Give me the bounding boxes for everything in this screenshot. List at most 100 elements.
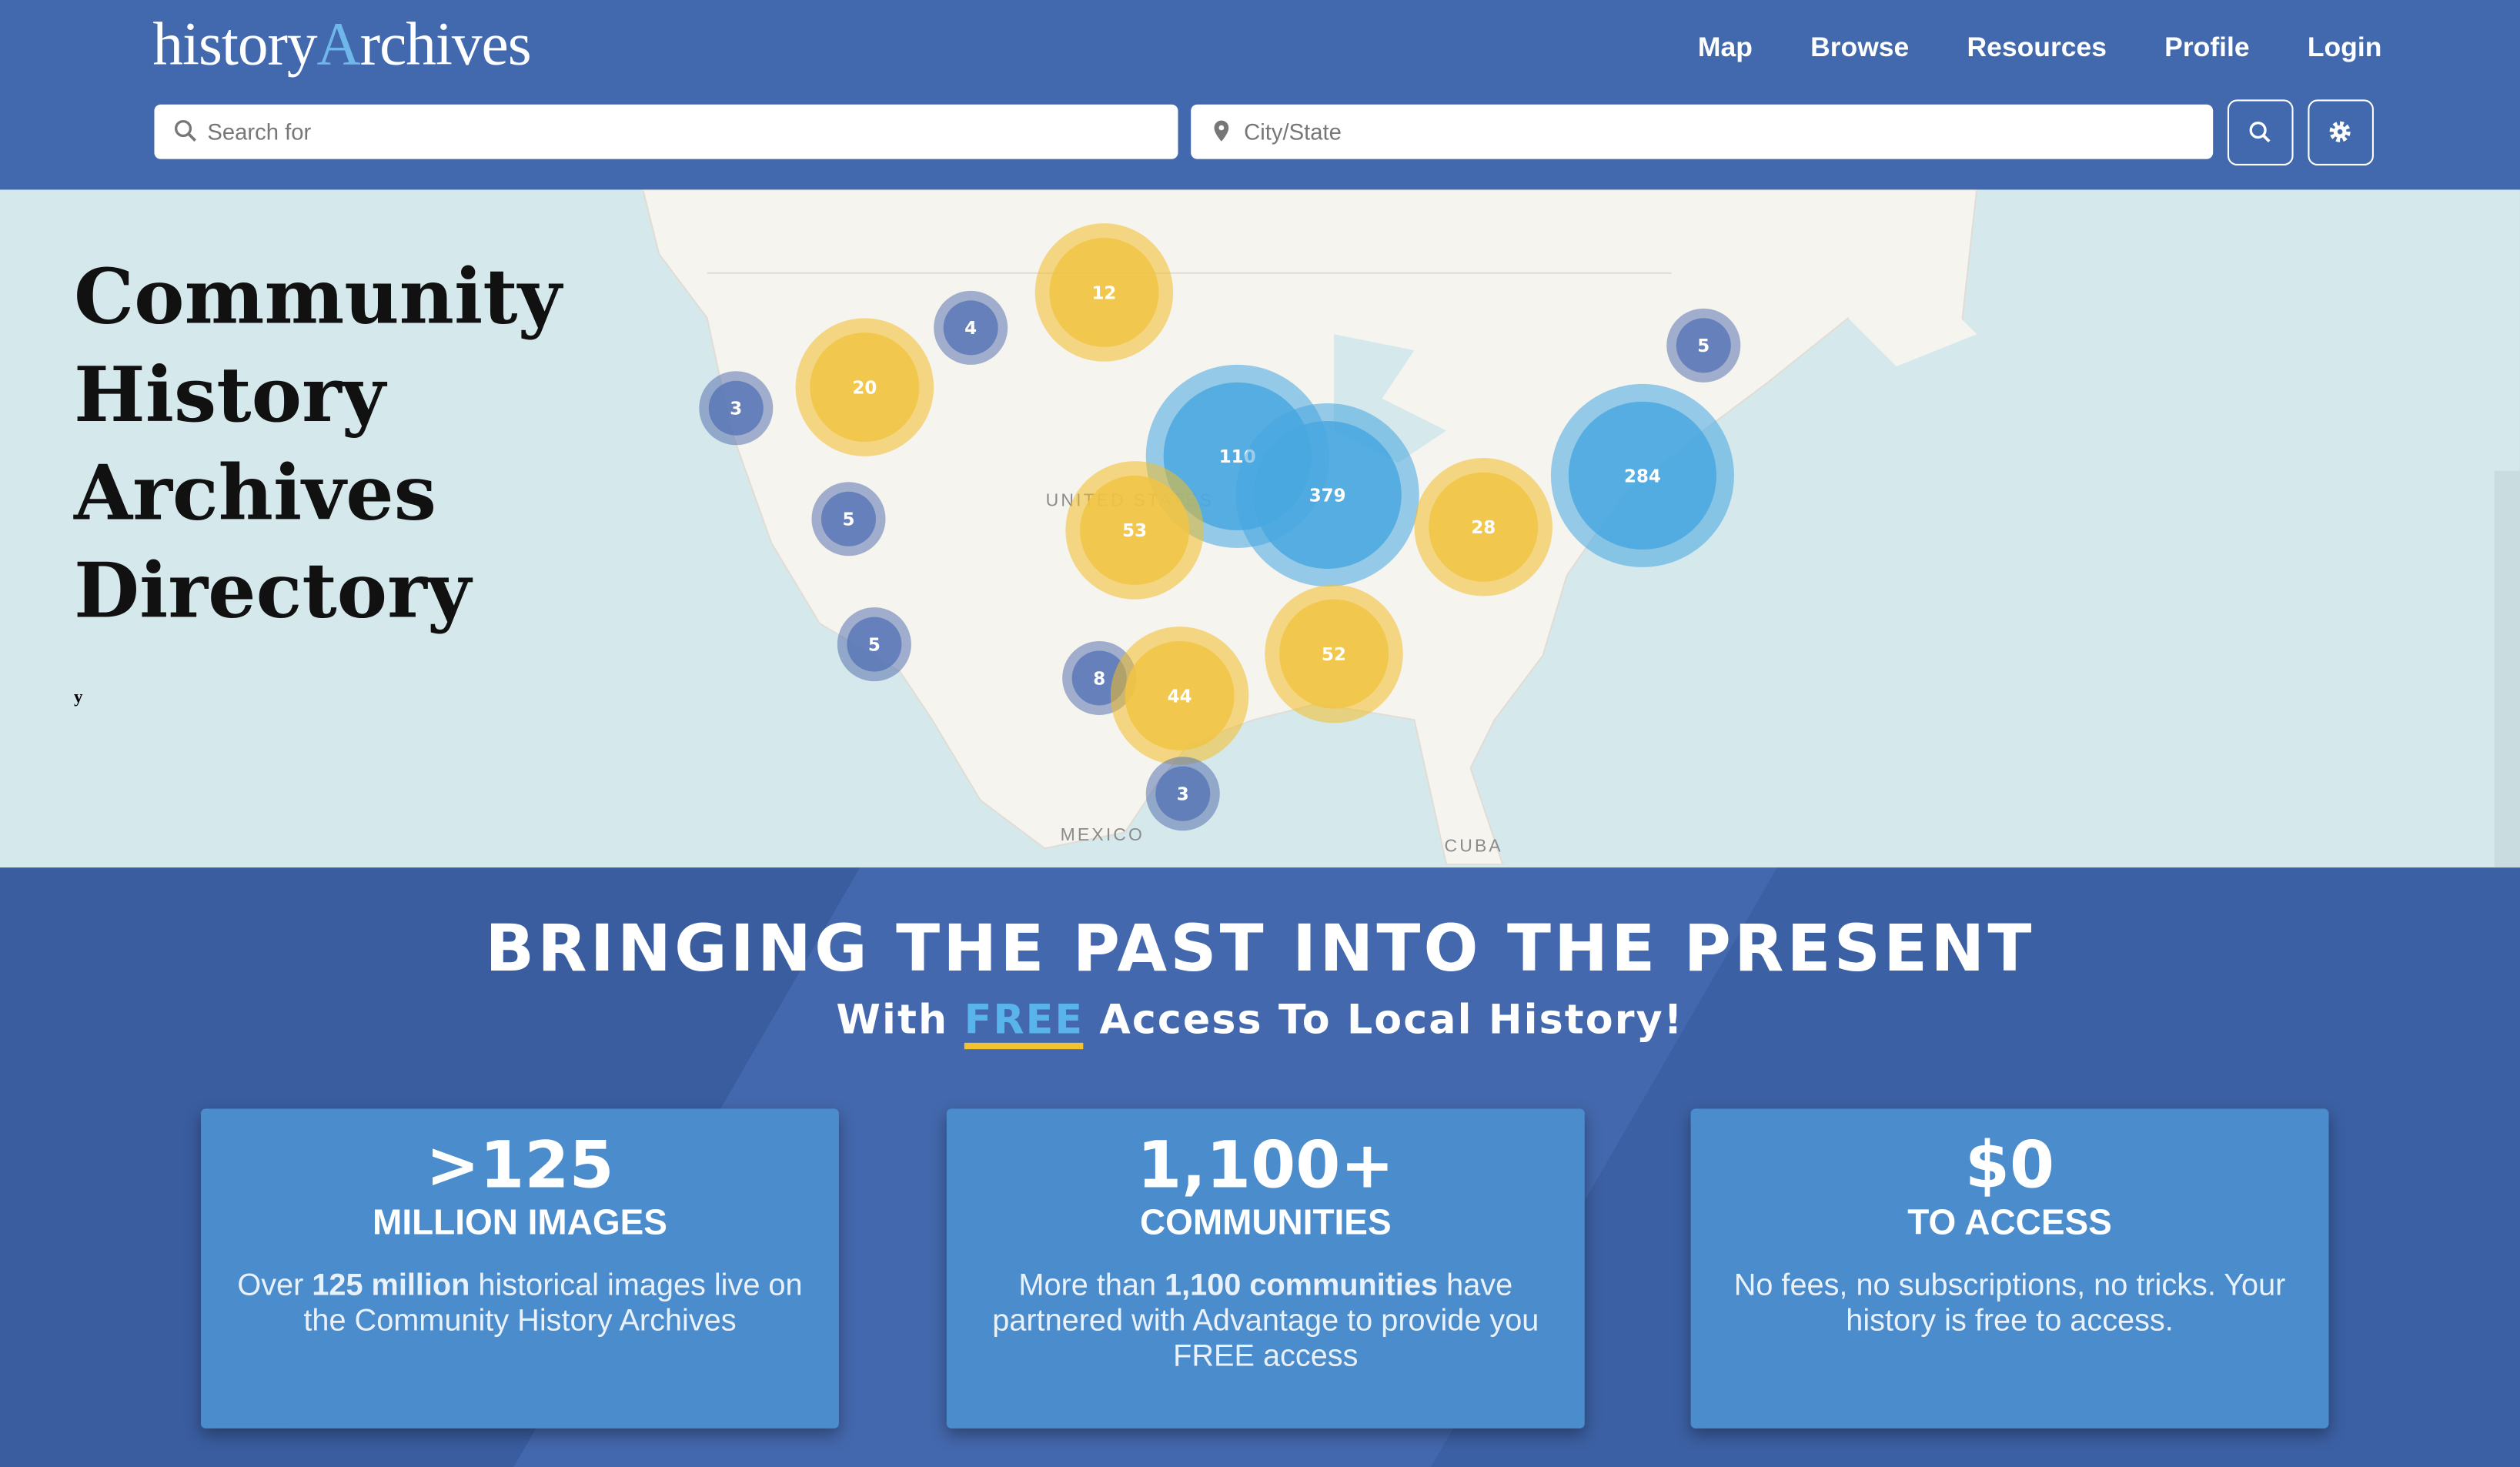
cluster-core xyxy=(708,380,764,436)
cluster-count: 53 xyxy=(1122,521,1147,541)
hero-title: Community History Archives Directory xyxy=(74,249,562,641)
cluster-count: 5 xyxy=(868,635,881,655)
map-cluster[interactable]: 3 xyxy=(1145,757,1220,831)
nav-link[interactable]: Map xyxy=(1697,32,1753,63)
map-label: MEXICO xyxy=(1061,824,1145,844)
stat-label: TO ACCESS xyxy=(1907,1201,2112,1242)
map-cluster[interactable]: 379 xyxy=(1235,403,1419,586)
description-text: Over xyxy=(237,1269,312,1304)
title-line: Directory xyxy=(74,547,471,637)
cluster-count: 3 xyxy=(1177,785,1189,805)
cluster-count: 284 xyxy=(1624,466,1661,486)
cluster-count: 20 xyxy=(852,378,877,398)
scrollbar xyxy=(2494,470,2520,868)
stray-text: y xyxy=(74,687,83,707)
map-label: CUBA xyxy=(1445,835,1503,855)
cluster-core xyxy=(1279,599,1389,709)
stat-label: COMMUNITIES xyxy=(1139,1201,1392,1242)
land xyxy=(1848,286,1977,366)
gear-icon xyxy=(2329,121,2351,142)
subheadline-text: With xyxy=(836,996,964,1043)
free-highlight: FREE xyxy=(964,996,1085,1050)
cluster-count: 4 xyxy=(964,319,977,339)
cluster-core xyxy=(847,617,902,672)
cluster-count: 52 xyxy=(1322,645,1346,665)
cluster-count: 8 xyxy=(1093,669,1105,689)
logo[interactable]: historyArchives xyxy=(152,10,531,81)
stat-value: >125 xyxy=(426,1129,614,1204)
cluster-count: 12 xyxy=(1091,283,1116,303)
map: UNITED STATESMEXICOCUBA12420351103795328… xyxy=(0,189,2520,868)
search-button[interactable] xyxy=(2227,99,2294,166)
cluster-core xyxy=(1568,401,1716,550)
headline: BRINGING THE PAST INTO THE PRESENT xyxy=(485,912,2035,987)
cluster-count: 28 xyxy=(1471,518,1496,538)
stat-description: No fees, no subscriptions, no tricks. Yo… xyxy=(1713,1269,2306,1340)
map-cluster[interactable]: 5 xyxy=(1666,308,1741,383)
subheadline: With FREE Access To Local History! xyxy=(0,996,2520,1050)
cluster-core xyxy=(810,332,920,443)
description-text: 1,100 communities xyxy=(1165,1269,1439,1304)
description-text: have partnered with Advantage to provide… xyxy=(992,1269,1539,1374)
title-line: History xyxy=(74,352,386,441)
placeholder: Search for xyxy=(207,119,312,145)
cluster-count: 44 xyxy=(1168,687,1192,707)
title-line: Community xyxy=(74,253,562,343)
map-cluster[interactable]: 284 xyxy=(1550,383,1734,567)
map-cluster[interactable]: 5 xyxy=(837,607,911,682)
nav-link[interactable]: Profile xyxy=(2164,32,2250,63)
cluster-core xyxy=(1155,766,1211,821)
location-input[interactable]: City/State xyxy=(1191,104,2214,159)
cluster-core xyxy=(1049,237,1159,347)
description-text: 125 million xyxy=(312,1269,470,1304)
pin-icon xyxy=(1214,120,1229,142)
cluster-count: 5 xyxy=(1697,336,1710,356)
stat-description: Over 125 million historical images live … xyxy=(223,1269,816,1340)
logo-text: history xyxy=(152,11,317,79)
header: historyArchives Map Browse Resources Profil… xyxy=(0,0,2520,190)
stat-card: 1,100+ COMMUNITIES More than 1,100 communi… xyxy=(946,1108,1585,1429)
settings-button[interactable] xyxy=(2308,99,2374,166)
cluster-core xyxy=(1429,472,1539,582)
stat-description: More than 1,100 communities have partner… xyxy=(969,1269,1562,1375)
cluster-count: 5 xyxy=(842,510,854,530)
description-text: No fees, no subscriptions, no tricks. Yo… xyxy=(1733,1269,2286,1338)
cluster-count: 379 xyxy=(1309,486,1346,506)
placeholder: City/State xyxy=(1244,119,1342,145)
map-cluster[interactable]: 44 xyxy=(1110,627,1249,765)
map-cluster[interactable]: 3 xyxy=(699,371,774,446)
cluster-core xyxy=(1125,640,1235,750)
subheadline-text: Access To Local History! xyxy=(1084,996,1684,1043)
map-cluster[interactable]: 4 xyxy=(934,290,1008,365)
cluster-core xyxy=(1080,475,1190,585)
stat-value: $0 xyxy=(1964,1129,2055,1204)
description-text: historical images live on the Community … xyxy=(303,1269,803,1338)
search-icon xyxy=(174,119,197,142)
cluster-core xyxy=(821,491,876,546)
search-icon xyxy=(2249,122,2271,143)
title-line: Archives xyxy=(74,449,436,539)
stat-value: 1,100+ xyxy=(1137,1129,1395,1204)
map-cluster[interactable]: 28 xyxy=(1414,457,1553,596)
map-cluster[interactable]: 52 xyxy=(1265,584,1403,723)
map-cluster[interactable]: 12 xyxy=(1034,223,1174,362)
map-cluster[interactable]: 20 xyxy=(795,318,934,456)
cluster-core xyxy=(1253,420,1402,570)
map-cluster[interactable]: 5 xyxy=(811,482,886,556)
nav-link[interactable]: Login xyxy=(2307,32,2382,63)
nav-link[interactable]: Browse xyxy=(1810,32,1910,63)
logo-text: Archives xyxy=(316,11,531,79)
cluster-core xyxy=(1676,318,1731,373)
search-input[interactable]: Search for xyxy=(154,104,1178,159)
cluster-count: 3 xyxy=(730,399,742,419)
stat-label: MILLION IMAGES xyxy=(373,1201,667,1242)
nav: Map Browse Resources Profile Login xyxy=(1698,32,2382,65)
nav-link[interactable]: Resources xyxy=(1967,32,2107,63)
cluster-core xyxy=(943,300,998,356)
description-text: More than xyxy=(1018,1269,1165,1304)
map-cluster[interactable]: 53 xyxy=(1065,461,1204,600)
stat-card: $0 TO ACCESS No fees, no subscriptions, no… xyxy=(1690,1108,2329,1429)
stat-card: >125 MILLION IMAGES Over 125 million histo… xyxy=(201,1108,839,1429)
